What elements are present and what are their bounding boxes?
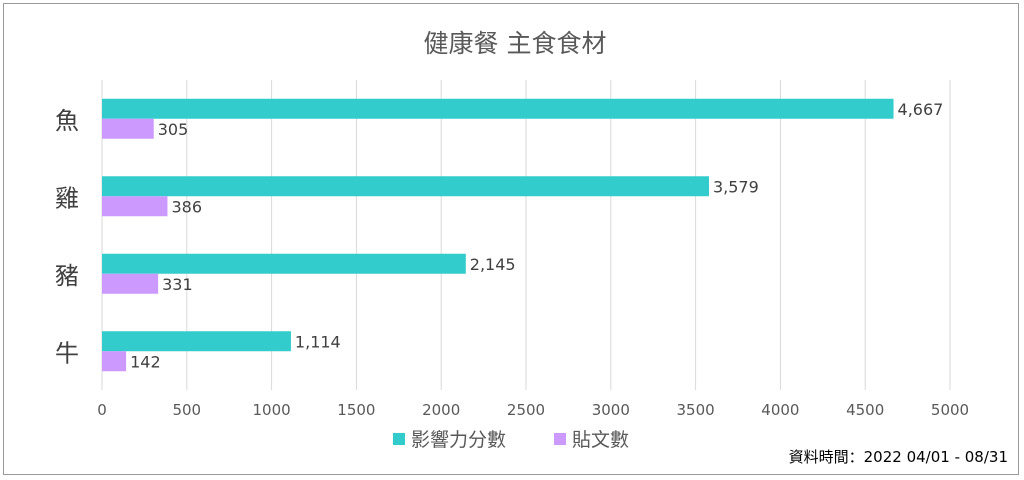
category-label: 牛 [55,339,79,367]
legend-label: 貼文數 [572,429,629,451]
x-tick-label: 1000 [253,401,291,419]
bars [102,98,894,372]
legend: 影響力分數 貼文數 [393,429,629,451]
category-label: 魚 [55,107,79,135]
bar [102,351,127,372]
data-label: 386 [171,197,202,216]
x-tick-label: 4500 [846,401,884,419]
x-tick-label: 3500 [677,401,715,419]
legend-swatch [554,433,566,445]
x-tick-label: 4000 [761,401,799,419]
x-tick-label: 2500 [507,401,545,419]
data-label: 3,579 [713,177,759,196]
x-tick-label: 3000 [592,401,630,419]
data-labels: 4,667 305 3,579 386 2,145 331 1,114 142 [130,100,943,372]
bar [102,118,154,139]
category-label: 雞 [55,184,79,212]
x-tick-label: 500 [172,401,201,419]
x-tick-label: 0 [97,401,107,419]
chart-frame [3,3,1019,475]
data-label: 2,145 [470,255,516,274]
bar [102,331,291,352]
x-tick-label: 5000 [931,401,969,419]
x-tick-label: 1500 [337,401,375,419]
data-label: 4,667 [898,100,944,119]
bar [102,253,466,274]
data-label: 1,114 [295,332,341,351]
legend-swatch [393,433,405,445]
bar [102,273,159,294]
data-label: 142 [130,352,161,371]
category-label: 豬 [55,262,79,290]
bar [102,98,894,119]
bar [102,176,709,197]
footnote: 資料時間：2022 04/01 - 08/31 [788,448,1008,466]
x-tick-label: 2000 [422,401,460,419]
bar [102,196,168,217]
legend-label: 影響力分數 [411,429,506,451]
x-tick-labels: 0 500 1000 1500 2000 2500 3000 3500 4000 4500 5000 [97,401,969,419]
data-label: 305 [158,120,189,139]
data-label: 331 [162,275,193,294]
chart-title: 健康餐 主食食材 [424,29,607,58]
